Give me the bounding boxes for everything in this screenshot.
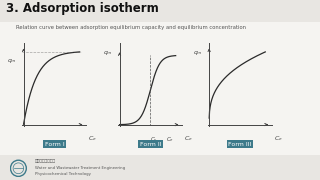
Text: $C_s$: $C_s$ — [150, 135, 157, 144]
Text: Form II: Form II — [140, 141, 161, 147]
Text: Form III: Form III — [228, 141, 252, 147]
Text: Form I: Form I — [44, 141, 64, 147]
Text: 清华大学环境学院: 清华大学环境学院 — [35, 159, 56, 163]
Text: Physicochemical Technology: Physicochemical Technology — [35, 172, 91, 176]
Text: $C_e$: $C_e$ — [165, 135, 174, 144]
Text: 3. Adsorption isotherm: 3. Adsorption isotherm — [6, 2, 159, 15]
Text: $C_e$: $C_e$ — [274, 134, 283, 143]
Text: $q_m$: $q_m$ — [103, 49, 113, 57]
Text: $q_m$: $q_m$ — [193, 49, 203, 57]
Text: $C_e$: $C_e$ — [88, 134, 97, 143]
Text: $C_e$: $C_e$ — [184, 134, 193, 143]
Text: Relation curve between adsorption equilibrium capacity and equilibrium concentra: Relation curve between adsorption equili… — [16, 24, 246, 30]
Text: $q_m$: $q_m$ — [7, 57, 17, 65]
Text: Water and Wastewater Treatment Engineering: Water and Wastewater Treatment Engineeri… — [35, 166, 125, 170]
